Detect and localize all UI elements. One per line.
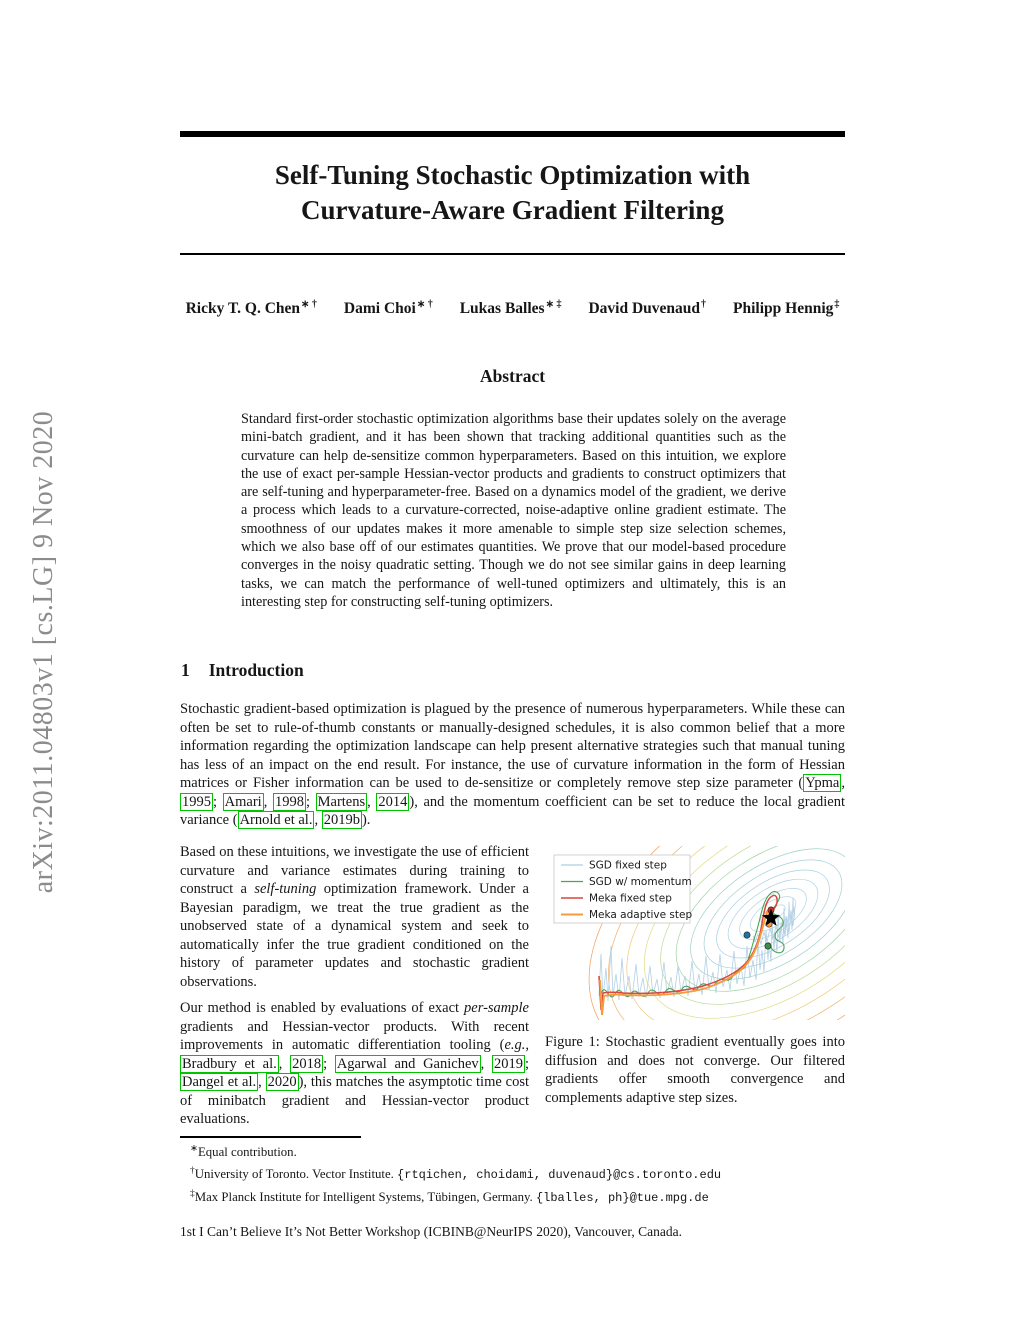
author-marker: ∗ ‡ bbox=[545, 299, 562, 310]
author: David Duvenaud† bbox=[588, 299, 707, 317]
intro-paragraph: Stochastic gradient-based optimization i… bbox=[180, 700, 845, 830]
author: Philipp Hennig‡ bbox=[733, 299, 840, 317]
citation-link[interactable]: 2014 bbox=[376, 792, 410, 811]
header-bottom-rule bbox=[180, 253, 845, 255]
text-segment: gradients and Hessian-vector products. W… bbox=[180, 1018, 529, 1054]
citation-link[interactable]: Agarwal and Ganichev bbox=[334, 1054, 481, 1073]
author: Ricky T. Q. Chen∗ † bbox=[185, 299, 317, 317]
legend-label: Meka adaptive step bbox=[589, 909, 692, 921]
author-marker: ∗ † bbox=[416, 299, 433, 310]
figure-legend: SGD fixed step SGD w/ momentum Meka fixe… bbox=[553, 854, 692, 924]
citation-link[interactable]: Arnold et al. bbox=[237, 811, 315, 829]
text-segment: Our method is enabled by evaluations of … bbox=[180, 1000, 465, 1016]
paper-title-line2: Curvature-Aware Gradient Filtering bbox=[301, 195, 724, 225]
footnote-rule bbox=[180, 1136, 361, 1138]
text-segment: , bbox=[841, 775, 845, 791]
text-segment: Equal contribution. bbox=[197, 1145, 297, 1159]
citation-link[interactable]: 2020 bbox=[265, 1073, 299, 1091]
section-number: 1 bbox=[181, 660, 190, 680]
footnote-mpi: ‡Max Planck Institute for Intelligent Sy… bbox=[180, 1185, 845, 1208]
citation-link[interactable]: 2019 bbox=[491, 1054, 525, 1073]
legend-label: SGD fixed step bbox=[589, 860, 667, 872]
paragraph: Based on these intuitions, we investigat… bbox=[180, 843, 529, 991]
text-segment: per-sample bbox=[464, 1000, 529, 1016]
abstract-heading: Abstract bbox=[479, 366, 546, 386]
citation-link[interactable]: Ypma bbox=[803, 774, 842, 792]
citation-link[interactable]: Dangel et al. bbox=[180, 1073, 259, 1091]
author-marker: ‡ bbox=[834, 299, 840, 310]
text-segment: ). bbox=[361, 812, 371, 828]
text-segment: Based on these intuitions, we investigat… bbox=[180, 844, 529, 897]
text-segment: optimization framework. Under a Bayesian… bbox=[180, 881, 529, 990]
citation-link[interactable]: Bradbury et al. bbox=[180, 1054, 279, 1073]
text-segment: , bbox=[263, 793, 273, 810]
citation-link[interactable]: 2019b bbox=[321, 811, 362, 829]
text-segment: ; bbox=[323, 1055, 335, 1072]
text-segment: , bbox=[258, 1074, 266, 1090]
marker-blue-dot bbox=[743, 931, 751, 939]
text-segment: ‡ bbox=[190, 1188, 195, 1199]
text-segment: , bbox=[525, 1037, 529, 1053]
text-segment: Max Planck Institute for Intelligent Sys… bbox=[194, 1189, 536, 1204]
citation-link[interactable]: Amari bbox=[222, 792, 264, 811]
figure-1-caption: Figure 1: Stochastic gradient eventually… bbox=[545, 1034, 845, 1106]
text-segment: ; bbox=[524, 1055, 530, 1072]
header-top-rule bbox=[180, 131, 845, 137]
citation-link[interactable]: 2018 bbox=[290, 1054, 324, 1073]
author-marker: † bbox=[701, 299, 707, 310]
text-segment: ; bbox=[305, 793, 316, 810]
text-segment: , bbox=[367, 793, 377, 810]
optimum-star bbox=[761, 908, 781, 926]
citation-link[interactable]: 1995 bbox=[180, 792, 213, 811]
author: Lukas Balles∗ ‡ bbox=[459, 299, 562, 317]
footnote-toronto: †University of Toronto. Vector Institute… bbox=[180, 1162, 845, 1185]
text-segment: ), and the momentum coefficient can be s… bbox=[180, 793, 846, 829]
citation-link[interactable]: Martens bbox=[315, 792, 368, 811]
trajectory-meka-adaptive bbox=[599, 910, 770, 1016]
workshop-footer: 1st I Can’t Believe It’s Not Better Work… bbox=[180, 1224, 682, 1239]
author-list: Ricky T. Q. Chen∗ † Dami Choi∗ † Lukas B… bbox=[180, 299, 845, 318]
paper-title-line1: Self-Tuning Stochastic Optimization with bbox=[274, 160, 751, 190]
text-segment: ∗ bbox=[190, 1144, 198, 1154]
text-segment: † bbox=[190, 1165, 195, 1176]
text-segment: {rtqichen, choidami, duvenaud}@cs.toront… bbox=[397, 1167, 722, 1182]
marker-green-dot bbox=[764, 942, 772, 950]
text-segment: ), this matches the asymptotic time cost… bbox=[180, 1074, 529, 1127]
text-segment: self-tuning bbox=[254, 881, 317, 897]
text-segment: , bbox=[278, 1055, 291, 1072]
text-segment: , bbox=[480, 1055, 492, 1072]
paragraph: Our method is enabled by evaluations of … bbox=[180, 999, 529, 1129]
arxiv-watermark: arXiv:2011.04803v1 [cs.LG] 9 Nov 2020 bbox=[28, 410, 59, 894]
author-marker: ∗ † bbox=[301, 299, 317, 310]
citation-link[interactable]: 1998 bbox=[272, 792, 306, 811]
paper-title: Self-Tuning Stochastic Optimization with… bbox=[180, 158, 845, 228]
legend-label: SGD w/ momentum bbox=[589, 876, 692, 888]
text-segment: University of Toronto. Vector Institute. bbox=[194, 1166, 398, 1181]
section-title: Introduction bbox=[208, 660, 304, 680]
author: Dami Choi∗ † bbox=[343, 299, 433, 317]
text-segment: , bbox=[314, 812, 322, 828]
text-segment: ; bbox=[213, 793, 223, 810]
figure-1-plot: SGD fixed step SGD w/ momentum Meka fixe… bbox=[545, 761, 958, 1067]
abstract-body: Standard first-order stochastic optimiza… bbox=[241, 411, 786, 610]
footnote-equal-contribution: ∗Equal contribution. bbox=[180, 1140, 845, 1162]
text-segment: e.g. bbox=[504, 1037, 526, 1053]
contour-plot-svg: SGD fixed step SGD w/ momentum Meka fixe… bbox=[553, 761, 958, 1067]
footnotes: ∗Equal contribution. †University of Toro… bbox=[180, 1140, 845, 1207]
text-segment: Stochastic gradient-based optimization i… bbox=[180, 701, 845, 791]
text-segment: {lballes, ph}@tue.mpg.de bbox=[535, 1190, 709, 1205]
left-column: Based on these intuitions, we investigat… bbox=[180, 843, 529, 1137]
section-heading-introduction: 1 Introduction bbox=[181, 660, 304, 681]
legend-label: Meka fixed step bbox=[589, 893, 672, 905]
